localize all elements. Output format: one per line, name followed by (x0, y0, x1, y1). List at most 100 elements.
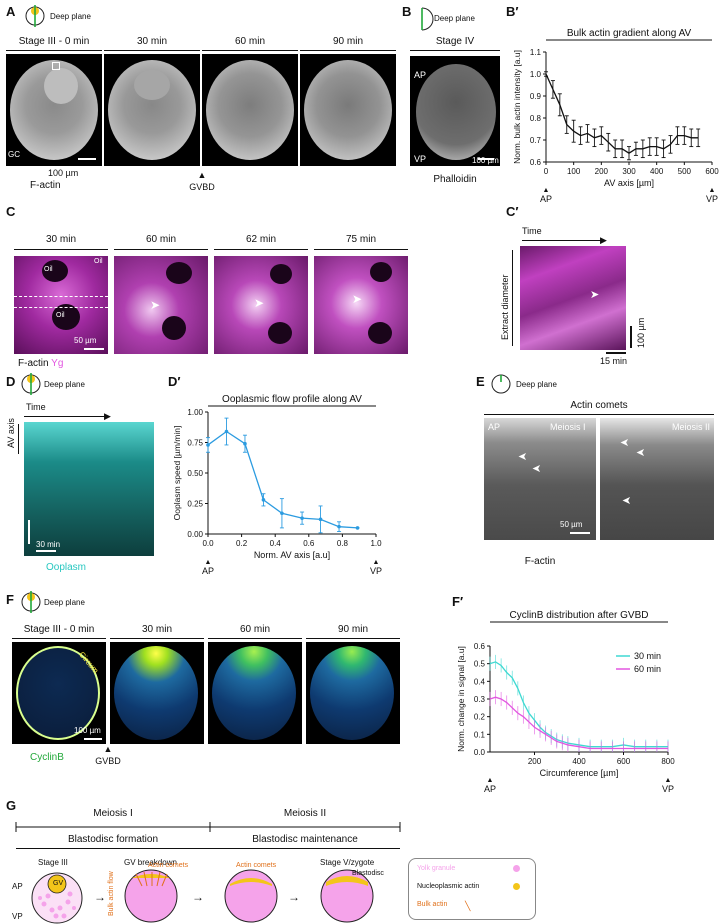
yolk-granule-icon (513, 865, 520, 872)
a-scale-label: 100 µm (48, 168, 79, 178)
series-line (489, 696, 668, 750)
x-tick-label: 400 (650, 167, 664, 176)
data-point (261, 498, 266, 502)
y-tick-label: 0.8 (530, 114, 542, 123)
b-divider-line (410, 50, 500, 51)
c2-scale-bar-h (606, 352, 626, 354)
c-arrowhead-icon: ➤ (254, 296, 265, 310)
e-arrowhead-icon: ➤ (532, 462, 542, 474)
c2-arrowhead-icon: ▶ (600, 235, 607, 245)
f-micrograph-2 (208, 642, 302, 744)
c-arrowhead-icon: ➤ (150, 298, 161, 312)
a-gvbd-label: GVBD (189, 182, 215, 192)
b-deep-plane-label: Deep plane (434, 14, 475, 23)
b-scale-label: 100 µm (472, 156, 499, 165)
d-deep-plane-label: Deep plane (44, 380, 85, 389)
f-divider-line (208, 638, 302, 639)
chart-title: CyclinB distribution after GVBD (510, 610, 649, 621)
y-tick-label: 0.2 (474, 713, 486, 722)
b-vp-label: VP (414, 154, 427, 164)
a-divider-line (6, 50, 102, 51)
e-scale-label: 50 µm (560, 520, 583, 529)
x-tick-label: 0.4 (270, 539, 282, 548)
c-time-2: 62 min (245, 234, 276, 245)
c-time-1: 60 min (145, 234, 176, 245)
panel-label-c: C (6, 204, 16, 219)
f-time-0: Stage III - 0 min (23, 624, 95, 635)
f-deep-plane-label: Deep plane (44, 598, 85, 607)
a-micrograph-0 (6, 54, 102, 166)
data-point (337, 524, 341, 529)
e-m2-label: Meiosis II (672, 422, 711, 432)
c2-kymograph (520, 246, 626, 350)
data-point (280, 511, 284, 516)
e-arrowhead-icon: ➤ (636, 446, 646, 458)
d-scale-bar-h (36, 550, 56, 552)
g-gvbd-egg (124, 869, 178, 923)
g-ap-label: AP (12, 882, 23, 891)
g-stage3-label: Stage III (38, 858, 68, 867)
vp-arrowhead: ▲ (665, 777, 672, 784)
g-legend-bulk: Bulk actin (417, 901, 448, 908)
x-axis-label: Circumference [µm] (540, 768, 619, 778)
g-legend-nucleo: Nucleoplasmic actin (417, 883, 480, 890)
x-tick-label: 300 (622, 167, 636, 176)
x-tick-label: 800 (661, 757, 675, 766)
ap-label: AP (202, 566, 214, 576)
c-channel-actin: F-actin (18, 358, 49, 369)
d-kymograph (24, 422, 154, 556)
d-arrowhead-icon: ▶ (104, 411, 111, 421)
c2-time-label: Time (522, 226, 542, 236)
d-time-arrow (24, 416, 108, 417)
c-micrograph-3 (314, 256, 408, 354)
a-time-3: 90 min (332, 36, 363, 47)
e-deep-plane-label: Deep plane (516, 380, 557, 389)
y-tick-label: 0.75 (187, 439, 203, 448)
y-axis-label: Norm. bulk actin intensity [a.u] (512, 50, 522, 164)
x-tick-label: 1.0 (370, 539, 382, 548)
c-scale-label: 50 µm (74, 336, 97, 345)
x-tick-label: 0 (544, 167, 549, 176)
g-legend-box: Yolk granule Nucleoplasmic actin Bulk ac… (408, 858, 536, 920)
f-gvbd-arrowhead: ▲ (103, 744, 113, 754)
g-arrow-icon: → (288, 890, 300, 904)
c2-arrowhead-icon: ➤ (590, 289, 600, 301)
ap-arrowhead: ▲ (543, 187, 550, 194)
chart-title: Bulk actin gradient along AV (567, 28, 692, 39)
x-tick-label: 600 (617, 757, 631, 766)
y-axis-label: Norm. change in signal [a.u] (456, 646, 466, 752)
e-arrowhead-icon: ➤ (620, 436, 630, 448)
ap-label: AP (484, 784, 496, 794)
vp-label: VP (706, 194, 718, 204)
data-point (224, 429, 229, 434)
f-micrograph-3 (306, 642, 400, 744)
y-tick-label: 1.0 (530, 70, 542, 79)
series-line (489, 661, 668, 748)
panel-label-f: F (6, 592, 14, 607)
c-oil-label-2: Oil (56, 312, 65, 319)
c-micrograph-0 (14, 256, 108, 354)
x-tick-label: 100 (567, 167, 581, 176)
y-tick-label: 1.00 (187, 408, 203, 417)
c2-time-arrow (522, 240, 604, 241)
c-divider-line (114, 249, 208, 250)
g-gvb-label: GV breakdown (124, 858, 177, 867)
egg-orientation-icon (21, 591, 41, 613)
d-time-label: Time (26, 402, 46, 412)
e-arrowhead-icon: ➤ (622, 494, 632, 506)
c-micrograph-1 (114, 256, 208, 354)
data-point (300, 516, 304, 520)
x-axis-label: Norm. AV axis [a.u] (254, 550, 330, 560)
y-tick-label: 0.1 (474, 730, 486, 739)
a-channel-label: F-actin (30, 180, 61, 191)
c-divider-line (314, 249, 408, 250)
data-point (318, 517, 323, 522)
a-divider-line (300, 50, 396, 51)
b-stage-title: Stage IV (435, 36, 475, 47)
g-comets-label-1: Actin comets (148, 862, 189, 869)
c-divider-line (214, 249, 308, 250)
c-scale-bar (84, 348, 104, 350)
y-tick-label: 0.5 (474, 660, 486, 669)
e-divider-line (484, 414, 714, 415)
g-zygote-egg (320, 869, 374, 923)
